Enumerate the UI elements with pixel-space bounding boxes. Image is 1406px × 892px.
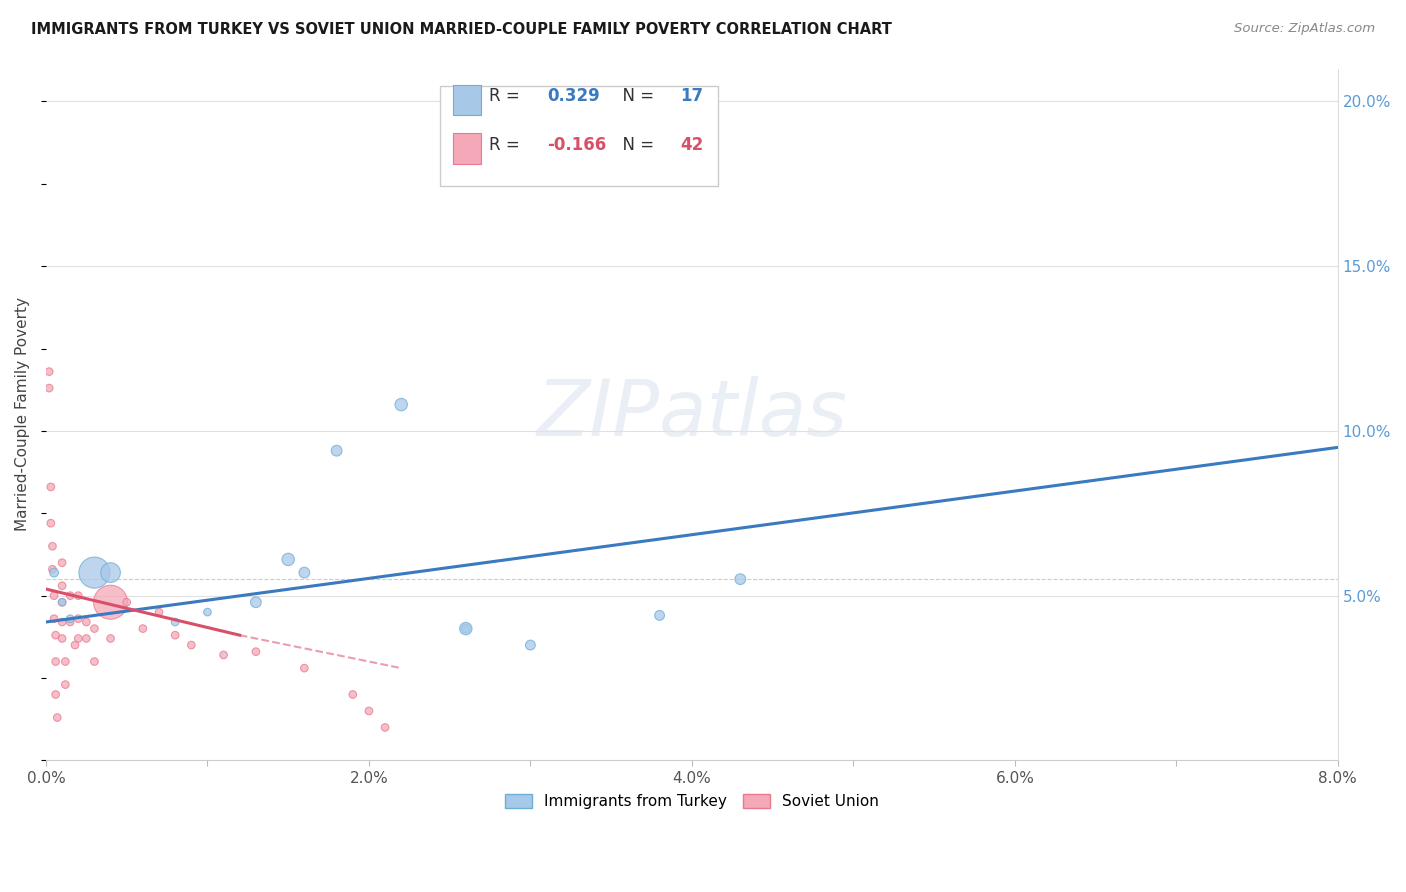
- Point: [100, 595, 122, 609]
- Point: [83, 655, 105, 669]
- Text: N =: N =: [612, 136, 659, 153]
- Text: Source: ZipAtlas.com: Source: ZipAtlas.com: [1234, 22, 1375, 36]
- Point: [41, 562, 63, 576]
- Point: [165, 615, 187, 629]
- Point: [42, 612, 65, 626]
- Point: [292, 566, 315, 580]
- Text: 17: 17: [681, 87, 703, 105]
- Point: [132, 622, 155, 636]
- Point: [454, 622, 477, 636]
- Point: [45, 655, 67, 669]
- Point: [59, 615, 82, 629]
- Point: [115, 595, 138, 609]
- Point: [67, 612, 90, 626]
- Point: [39, 480, 62, 494]
- Point: [100, 632, 122, 646]
- Text: N =: N =: [612, 87, 659, 105]
- Point: [42, 566, 65, 580]
- Text: 0.329: 0.329: [547, 87, 600, 105]
- Point: [63, 638, 86, 652]
- Point: [454, 622, 477, 636]
- Point: [42, 589, 65, 603]
- Point: [374, 721, 396, 735]
- Point: [648, 608, 671, 623]
- Text: R =: R =: [489, 87, 524, 105]
- Point: [277, 552, 299, 566]
- Point: [67, 589, 90, 603]
- Point: [51, 556, 73, 570]
- Point: [51, 595, 73, 609]
- Point: [51, 595, 73, 609]
- Point: [245, 645, 267, 659]
- Point: [357, 704, 380, 718]
- Point: [245, 595, 267, 609]
- Point: [46, 710, 69, 724]
- Point: [59, 589, 82, 603]
- Point: [83, 622, 105, 636]
- Point: [292, 661, 315, 675]
- Point: [38, 365, 60, 379]
- Point: [53, 655, 76, 669]
- Text: 42: 42: [681, 136, 703, 153]
- Point: [325, 443, 347, 458]
- Point: [212, 648, 235, 662]
- FancyBboxPatch shape: [440, 86, 717, 186]
- Point: [180, 638, 202, 652]
- Point: [67, 632, 90, 646]
- Point: [38, 381, 60, 395]
- Point: [51, 632, 73, 646]
- Point: [51, 615, 73, 629]
- Y-axis label: Married-Couple Family Poverty: Married-Couple Family Poverty: [15, 297, 30, 532]
- Point: [53, 677, 76, 691]
- Point: [148, 605, 170, 619]
- FancyBboxPatch shape: [453, 85, 481, 115]
- Point: [59, 612, 82, 626]
- Text: -0.166: -0.166: [547, 136, 606, 153]
- Point: [75, 615, 97, 629]
- Point: [75, 632, 97, 646]
- Point: [165, 628, 187, 642]
- Point: [45, 628, 67, 642]
- Point: [730, 572, 752, 586]
- Point: [51, 579, 73, 593]
- Text: R =: R =: [489, 136, 524, 153]
- Point: [45, 688, 67, 702]
- Text: IMMIGRANTS FROM TURKEY VS SOVIET UNION MARRIED-COUPLE FAMILY POVERTY CORRELATION: IMMIGRANTS FROM TURKEY VS SOVIET UNION M…: [31, 22, 891, 37]
- FancyBboxPatch shape: [453, 133, 481, 163]
- Point: [519, 638, 541, 652]
- Point: [342, 688, 364, 702]
- Point: [389, 398, 412, 412]
- Point: [41, 539, 63, 553]
- Point: [83, 566, 105, 580]
- Point: [39, 516, 62, 531]
- Point: [197, 605, 219, 619]
- Legend: Immigrants from Turkey, Soviet Union: Immigrants from Turkey, Soviet Union: [499, 788, 886, 815]
- Point: [100, 566, 122, 580]
- Text: ZIPatlas: ZIPatlas: [537, 376, 848, 452]
